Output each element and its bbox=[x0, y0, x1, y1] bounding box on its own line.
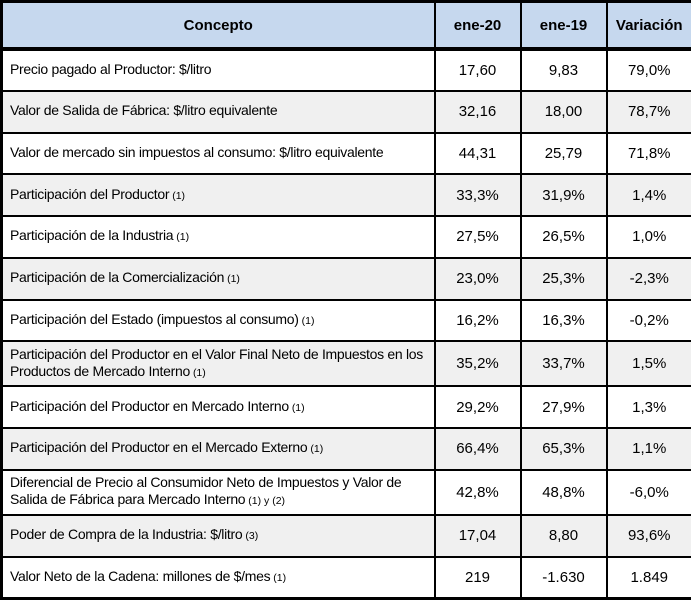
footnote-marker: (1) bbox=[310, 443, 324, 456]
concepto-text: Valor de Salida de Fábrica: $/litro equi… bbox=[10, 102, 278, 119]
cell-ene20: 219 bbox=[433, 555, 522, 600]
cell-ene19: 31,9% bbox=[519, 173, 608, 218]
cell-ene20: 42,8% bbox=[433, 468, 522, 516]
cell-ene19: 8,80 bbox=[519, 513, 608, 558]
footnote-marker: (1) bbox=[176, 231, 190, 244]
concepto-text: Participación del Productor en el Mercad… bbox=[10, 439, 308, 456]
cell-variacion: -2,3% bbox=[605, 256, 691, 301]
cell-variacion: 1,5% bbox=[605, 340, 691, 388]
cell-concepto: Participación del Estado (impuestos al c… bbox=[0, 298, 436, 343]
cell-variacion: -0,2% bbox=[605, 298, 691, 343]
cell-ene19: 26,5% bbox=[519, 215, 608, 259]
cell-ene19: 33,7% bbox=[519, 340, 608, 388]
cell-ene19: 16,3% bbox=[519, 298, 608, 343]
table-row: Participación de la Comercialización (1) … bbox=[0, 256, 691, 301]
cell-concepto: Participación del Productor en Mercado I… bbox=[0, 385, 436, 430]
table-row: Diferencial de Precio al Consumidor Neto… bbox=[0, 468, 691, 516]
concepto-text: Precio pagado al Productor: $/litro bbox=[10, 60, 212, 77]
cell-concepto: Valor de mercado sin impuestos al consum… bbox=[0, 131, 436, 176]
cell-concepto: Participación del Productor (1) bbox=[0, 173, 436, 218]
table-row: Participación del Productor en el Valor … bbox=[0, 340, 691, 388]
cell-concepto: Precio pagado al Productor: $/litro bbox=[0, 48, 436, 92]
cell-ene20: 17,04 bbox=[433, 513, 522, 558]
concepto-text: Participación del Estado (impuestos al c… bbox=[10, 310, 299, 327]
cell-concepto: Participación de la Industria (1) bbox=[0, 215, 436, 259]
footnote-marker: (1) bbox=[227, 273, 240, 286]
concepto-text: Participación de la Industria bbox=[10, 227, 174, 244]
table-body: Precio pagado al Productor: $/litro 17,6… bbox=[0, 48, 691, 600]
concepto-text: Valor Neto de la Cadena: millones de $/m… bbox=[10, 567, 271, 584]
cell-ene20: 33,3% bbox=[433, 173, 522, 218]
cell-concepto: Participación de la Comercialización (1) bbox=[0, 256, 436, 301]
concepto-text: Diferencial de Precio al Consumidor Neto… bbox=[10, 474, 402, 508]
cell-variacion: 93,6% bbox=[605, 513, 691, 558]
cell-variacion: -6,0% bbox=[605, 468, 691, 516]
concepto-text: Poder de Compra de la Industria: $/litro bbox=[10, 526, 243, 543]
column-header-ene20: ene-20 bbox=[433, 0, 522, 51]
column-header-ene19: ene-19 bbox=[519, 0, 608, 51]
cell-ene20: 27,5% bbox=[433, 215, 522, 259]
cell-ene20: 44,31 bbox=[433, 131, 522, 176]
header-row: Concepto ene-20 ene-19 Variación bbox=[0, 0, 691, 51]
table-header: Concepto ene-20 ene-19 Variación bbox=[0, 0, 691, 51]
cell-concepto: Valor Neto de la Cadena: millones de $/m… bbox=[0, 555, 436, 600]
footnote-marker: (1) bbox=[172, 189, 186, 202]
cell-ene19: 27,9% bbox=[519, 385, 608, 430]
cell-variacion: 1,4% bbox=[605, 173, 691, 218]
cell-ene20: 32,16 bbox=[433, 89, 522, 134]
column-header-concepto: Concepto bbox=[0, 0, 436, 51]
cell-ene19: -1.630 bbox=[519, 555, 608, 600]
cell-concepto: Participación del Productor en el Valor … bbox=[0, 340, 436, 388]
concepto-text: Participación del Productor bbox=[10, 185, 170, 202]
cell-ene19: 48,8% bbox=[519, 468, 608, 516]
cell-concepto: Poder de Compra de la Industria: $/litro… bbox=[0, 513, 436, 558]
cell-ene20: 16,2% bbox=[433, 298, 522, 343]
cell-ene20: 17,60 bbox=[433, 48, 522, 92]
cell-concepto: Valor de Salida de Fábrica: $/litro equi… bbox=[0, 89, 436, 134]
table-row: Participación del Productor (1) 33,3% 31,… bbox=[0, 173, 691, 218]
cell-variacion: 1,1% bbox=[605, 427, 691, 471]
cell-ene20: 35,2% bbox=[433, 340, 522, 388]
cell-concepto: Participación del Productor en el Mercad… bbox=[0, 427, 436, 471]
cell-variacion: 1.849 bbox=[605, 555, 691, 600]
footnote-marker: (1) bbox=[273, 571, 287, 584]
table-row: Valor de Salida de Fábrica: $/litro equi… bbox=[0, 89, 691, 134]
cell-variacion: 78,7% bbox=[605, 89, 691, 134]
cell-ene20: 66,4% bbox=[433, 427, 522, 471]
table-row: Participación del Productor en el Mercad… bbox=[0, 427, 691, 471]
table-row: Participación del Productor en Mercado I… bbox=[0, 385, 691, 430]
footnote-marker: (1) y (2) bbox=[248, 495, 286, 508]
cell-variacion: 1,0% bbox=[605, 215, 691, 259]
table-row: Valor de mercado sin impuestos al consum… bbox=[0, 131, 691, 176]
cell-ene19: 18,00 bbox=[519, 89, 608, 134]
footnote-marker: (1) bbox=[192, 366, 206, 379]
table-row: Participación del Estado (impuestos al c… bbox=[0, 298, 691, 343]
cell-ene19: 9,83 bbox=[519, 48, 608, 92]
table-row: Participación de la Industria (1) 27,5% 2… bbox=[0, 215, 691, 259]
footnote-marker: (1) bbox=[291, 401, 305, 414]
footnote-marker: (1) bbox=[301, 314, 315, 327]
cell-variacion: 79,0% bbox=[605, 48, 691, 92]
concepto-text: Participación del Productor en Mercado I… bbox=[10, 397, 289, 414]
cell-ene19: 25,3% bbox=[519, 256, 608, 301]
concepto-text: Participación de la Comercialización bbox=[10, 269, 225, 286]
cell-ene20: 29,2% bbox=[433, 385, 522, 430]
table-row: Poder de Compra de la Industria: $/litro… bbox=[0, 513, 691, 558]
cell-variacion: 1,3% bbox=[605, 385, 691, 430]
concepto-text: Valor de mercado sin impuestos al consum… bbox=[10, 143, 384, 160]
cell-ene20: 23,0% bbox=[433, 256, 522, 301]
table-row: Precio pagado al Productor: $/litro 17,6… bbox=[0, 48, 691, 92]
cell-concepto: Diferencial de Precio al Consumidor Neto… bbox=[0, 468, 436, 516]
column-header-variacion: Variación bbox=[605, 0, 691, 51]
cell-variacion: 71,8% bbox=[605, 131, 691, 176]
cell-ene19: 25,79 bbox=[519, 131, 608, 176]
table-row: Valor Neto de la Cadena: millones de $/m… bbox=[0, 555, 691, 600]
cell-ene19: 65,3% bbox=[519, 427, 608, 471]
concepto-text: Participación del Productor en el Valor … bbox=[10, 345, 423, 379]
footnote-marker: (3) bbox=[245, 530, 259, 543]
